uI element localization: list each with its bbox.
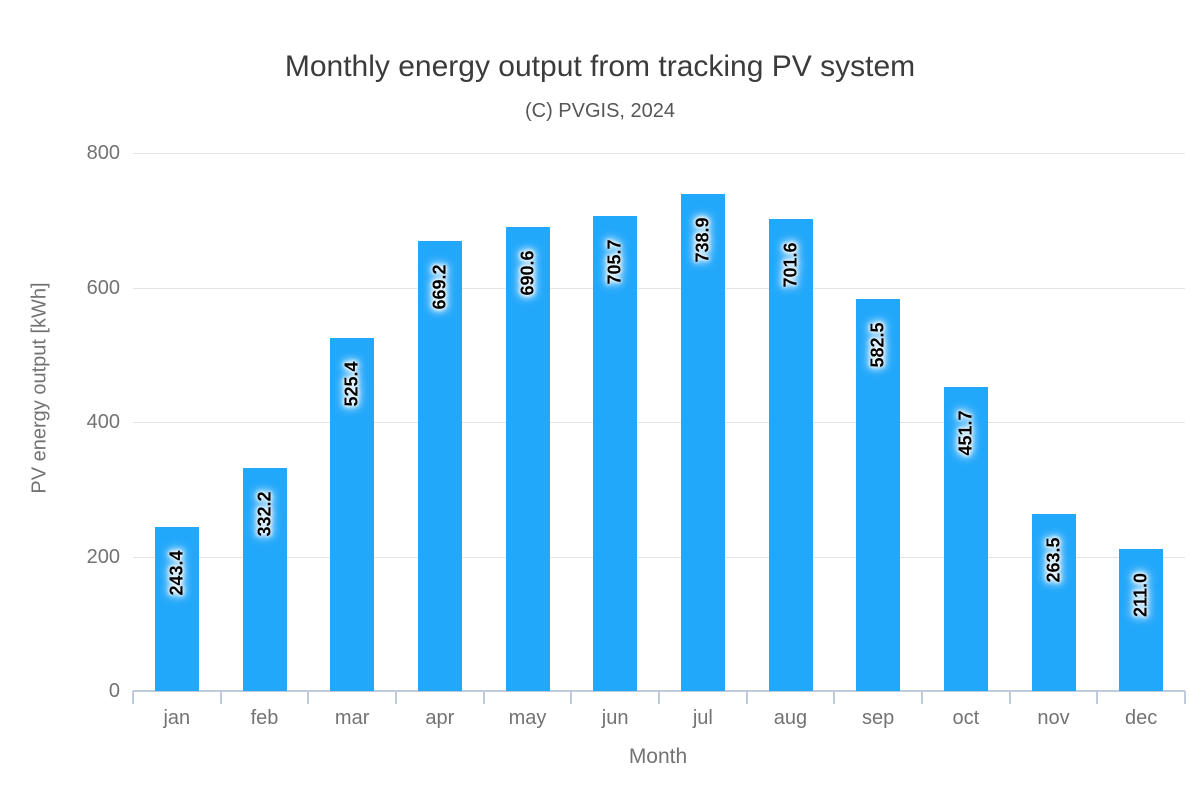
bar-may[interactable]: 690.6 xyxy=(505,226,550,691)
x-tick-mark xyxy=(1096,691,1099,704)
bar-value-label-apr: 669.2 xyxy=(429,264,450,310)
x-tick-mark xyxy=(833,691,836,704)
x-axis-title: Month xyxy=(628,745,688,768)
chart-subtitle: (C) PVGIS, 2024 xyxy=(524,100,676,122)
x-tick-label-aug: aug xyxy=(773,707,808,729)
x-tick-mark xyxy=(395,691,397,704)
bar-dec[interactable]: 211.0 xyxy=(1119,549,1164,691)
bar-nov[interactable]: 263.5 xyxy=(1031,513,1076,691)
x-tick-mark xyxy=(132,691,134,704)
y-tick-label-200: 200 xyxy=(86,545,120,568)
bar-aug[interactable]: 701.6 xyxy=(768,219,813,691)
gridline-y800 xyxy=(133,153,1185,154)
bar-oct[interactable]: 451.7 xyxy=(943,387,988,691)
bar-jan[interactable]: 243.4 xyxy=(154,527,199,691)
bar-jul[interactable]: 738.9 xyxy=(680,194,725,691)
bar-value-label-sep: 582.5 xyxy=(867,322,888,368)
bar-value-label-oct: 451.7 xyxy=(955,410,976,456)
plot-area: PV energy output [kWh] Month 0 200 400 600 8… xyxy=(29,142,1186,768)
x-tick-mark xyxy=(921,691,923,704)
bar-jun[interactable]: 705.7 xyxy=(593,216,638,691)
x-tick-label-apr: apr xyxy=(425,707,455,729)
bar-value-label-aug: 701.6 xyxy=(780,242,800,288)
y-tick-label-600: 600 xyxy=(86,276,120,299)
bar-value-label-mar: 525.4 xyxy=(341,361,362,407)
bar-value-label-jun: 705.7 xyxy=(604,239,625,285)
gridline-y400 xyxy=(133,422,1185,423)
x-tick-label-may: may xyxy=(508,707,547,729)
x-tick-label-sep: sep xyxy=(862,707,895,729)
x-tick-mark xyxy=(482,691,485,704)
gridline-y200 xyxy=(133,556,1185,558)
x-tick-label-dec: dec xyxy=(1125,707,1158,729)
bar-value-label-jan: 243.4 xyxy=(166,550,187,596)
x-tick-label-mar: mar xyxy=(334,707,370,729)
bar-apr[interactable]: 669.2 xyxy=(417,240,462,691)
gridline-y600 xyxy=(133,287,1185,289)
bar-feb[interactable]: 332.2 xyxy=(242,467,287,691)
x-tick-mark xyxy=(745,691,748,704)
x-tick-mark xyxy=(658,691,660,704)
bar-value-label-dec: 211.0 xyxy=(1130,573,1151,618)
bar-value-label-may: 690.6 xyxy=(517,250,537,296)
bar-sep[interactable]: 582.5 xyxy=(856,299,901,691)
bar-value-label-nov: 263.5 xyxy=(1043,537,1063,583)
bar-value-label-feb: 332.2 xyxy=(254,491,274,537)
chart-title: Monthly energy output from tracking PV s… xyxy=(284,50,916,83)
bar-mar[interactable]: 525.4 xyxy=(330,337,375,691)
x-tick-mark xyxy=(1008,691,1011,704)
x-tick-mark xyxy=(307,691,310,704)
y-tick-label-400: 400 xyxy=(86,411,120,433)
y-axis-title: PV energy output [kWh] xyxy=(28,282,51,494)
y-tick-label-0: 0 xyxy=(108,680,120,702)
x-tick-label-nov: nov xyxy=(1037,707,1070,729)
y-tick-label-800: 800 xyxy=(86,142,120,164)
x-tick-label-jan: jan xyxy=(163,707,191,729)
x-tick-label-oct: oct xyxy=(952,707,980,729)
bar-value-label-jul: 738.9 xyxy=(692,217,713,263)
x-tick-label-jun: jun xyxy=(601,707,629,729)
x-tick-label-jul: jul xyxy=(692,707,713,729)
x-tick-mark xyxy=(1184,691,1186,704)
x-tick-mark xyxy=(219,691,222,704)
x-tick-mark xyxy=(570,691,573,704)
x-tick-label-feb: feb xyxy=(250,707,279,729)
